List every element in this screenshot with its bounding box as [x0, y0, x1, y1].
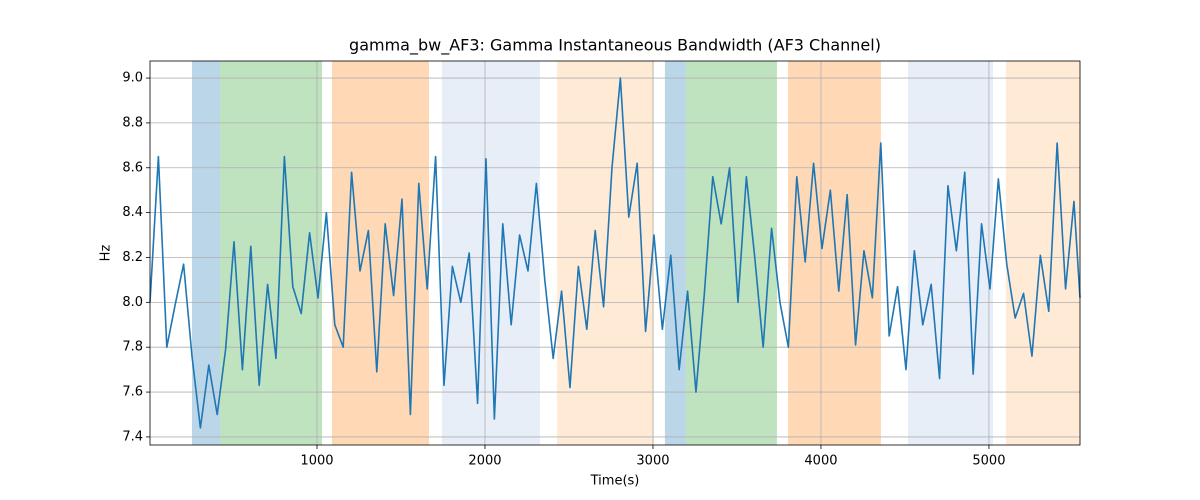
- shaded-span: [664, 61, 686, 445]
- spans: [191, 61, 1080, 445]
- shaded-span: [557, 61, 654, 445]
- y-tick-label: 7.6: [122, 385, 143, 400]
- y-axis-label: Hz: [99, 245, 114, 262]
- y-tick-label: 8.0: [122, 295, 143, 310]
- y-tick-label: 9.0: [122, 71, 143, 86]
- shaded-span: [788, 61, 881, 445]
- grid: [150, 61, 1080, 445]
- x-tick-label: 4000: [804, 454, 837, 469]
- shaded-span: [685, 61, 777, 445]
- y-tick-label: 8.4: [122, 205, 143, 220]
- y-tick-label: 7.8: [122, 340, 143, 355]
- y-tick-label: 8.8: [122, 115, 143, 130]
- shaded-span: [441, 61, 540, 445]
- data-line: [149, 77, 1081, 429]
- x-tick-label: 2000: [468, 454, 501, 469]
- shaded-span: [1005, 61, 1080, 445]
- shaded-span: [331, 61, 430, 445]
- shaded-span: [220, 61, 323, 445]
- chart-title: gamma_bw_AF3: Gamma Instantaneous Bandwi…: [349, 36, 881, 56]
- y-tick-label: 7.4: [122, 429, 143, 444]
- plot: [149, 77, 1081, 429]
- y-tick-label: 8.6: [122, 160, 143, 175]
- y-tick-label: 8.2: [122, 250, 143, 265]
- x-tick-label: 3000: [636, 454, 669, 469]
- x-tick-label: 1000: [300, 454, 333, 469]
- x-axis-label: Time(s): [590, 474, 640, 489]
- x-tick-label: 5000: [972, 454, 1005, 469]
- shaded-span: [907, 61, 993, 445]
- plot-frame: [149, 60, 1081, 446]
